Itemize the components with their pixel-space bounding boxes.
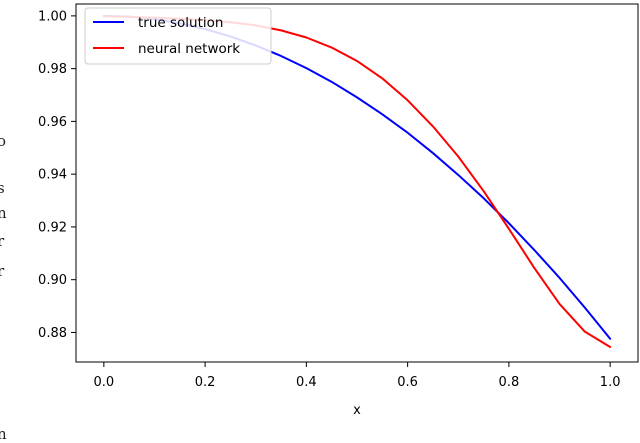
- margin-glyph: o: [0, 132, 6, 150]
- x-axis-label: x: [353, 403, 361, 418]
- x-tick-label: 0.6: [397, 375, 418, 390]
- y-tick-label: 0.96: [38, 115, 67, 130]
- legend: true solution neural network: [84, 7, 272, 65]
- y-tick-label: 0.98: [38, 62, 67, 77]
- series-lines: [102, 14, 612, 348]
- x-tick-label: 0.0: [94, 375, 115, 390]
- plot-area-frame: [75, 3, 639, 363]
- legend-label-true-solution: true solution: [138, 15, 223, 31]
- x-tick-label: 0.8: [499, 375, 520, 390]
- left-margin-glyphs: o s n r r n: [0, 132, 7, 443]
- x-tick-label: 0.2: [195, 375, 216, 390]
- margin-glyph: n: [0, 204, 7, 222]
- legend-box: [84, 7, 272, 65]
- margin-glyph: s: [0, 179, 5, 197]
- x-tick-label: 0.4: [296, 375, 317, 390]
- margin-glyph: r: [0, 232, 5, 250]
- y-tick-label: 1.00: [38, 9, 67, 24]
- y-tick-label: 0.94: [38, 168, 67, 183]
- legend-label-neural-network: neural network: [138, 41, 240, 57]
- series-line-neural-network: [102, 15, 612, 348]
- x-axis: 0.0 0.2 0.4 0.6 0.8 1.0: [94, 362, 621, 390]
- margin-glyph: n: [0, 425, 7, 443]
- x-tick-label: 1.0: [600, 375, 621, 390]
- y-tick-label: 0.88: [38, 326, 67, 341]
- margin-glyph: r: [0, 262, 5, 280]
- y-tick-label: 0.90: [38, 273, 67, 288]
- y-tick-label: 0.92: [38, 220, 67, 235]
- y-axis: 0.88 0.90 0.92 0.94 0.96 0.98 1.00: [38, 9, 76, 341]
